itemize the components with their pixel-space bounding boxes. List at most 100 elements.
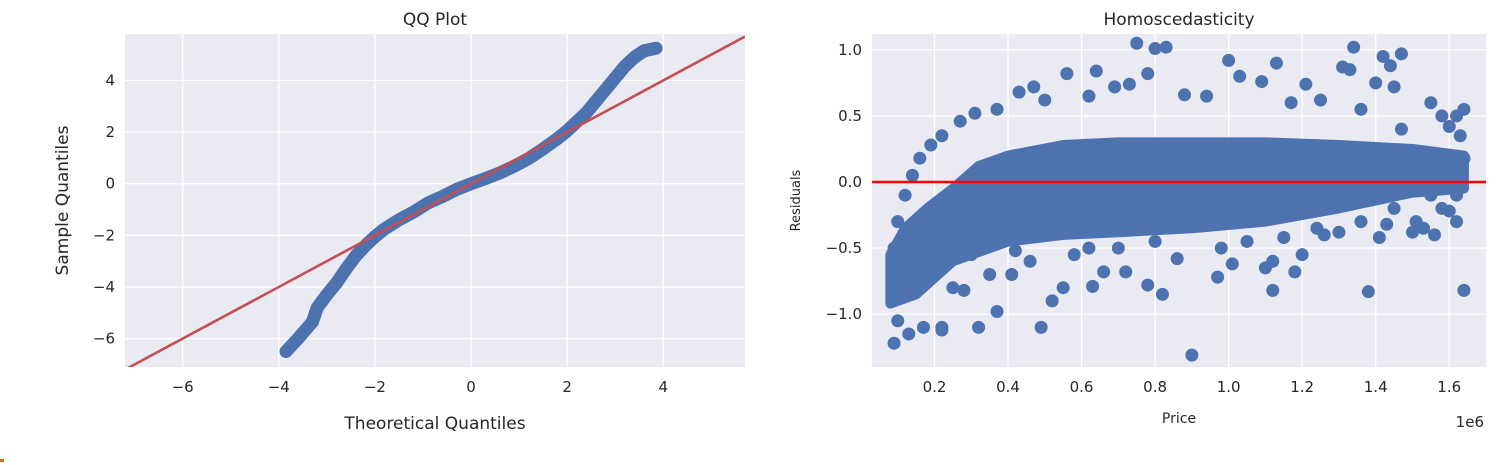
residual-point [1269,56,1283,70]
residual-point [1185,348,1199,362]
y-tick-label: 0.0 [838,173,862,191]
residual-point [887,336,901,350]
residual-point [1222,53,1236,67]
residual-point [1148,234,1162,248]
residual-point [990,102,1004,116]
residual-point [1005,268,1019,281]
residual-point [1450,188,1464,202]
residual-point [953,114,967,128]
y-axis-label: Sample Quantiles [53,125,73,275]
residual-point [1148,42,1162,56]
residual-point [905,168,919,182]
residual-point [1332,225,1346,239]
qq-plot-panel: −6 −4 −2 0 2 4 −6 −4 −2 0 2 4 QQ Plot Theoretical Qua… [53,10,745,434]
chart-title: Homoscedasticity [1103,10,1254,30]
x-tick-label: 0.4 [996,378,1020,396]
residual-point [1288,265,1302,279]
y-tick-label: −0.5 [826,239,862,257]
residual-point [1387,80,1401,94]
residual-point [1442,120,1456,133]
x-axis-label: Price [1162,411,1196,427]
residual-point [1424,96,1438,110]
residual-point [1453,129,1467,143]
residual-point [1424,188,1438,202]
residual-point [1119,265,1133,279]
x-tick-label: 1.4 [1364,378,1388,396]
residual-point [1240,234,1254,248]
residual-point [1457,283,1471,297]
residual-point [1295,248,1309,262]
residual-point [887,241,901,255]
residual-point [1097,265,1111,279]
y-tick-label: 0 [105,175,115,193]
residual-point [1089,64,1103,78]
residual-point [1122,77,1136,91]
y-tick-label: 1.0 [838,41,862,59]
residual-point [1141,67,1155,81]
residual-point [1008,244,1022,258]
x-tick-label: 0.6 [1070,378,1094,396]
residual-point [1034,320,1048,334]
residual-point [935,320,949,334]
residual-point [935,129,949,143]
residual-point [1442,204,1456,218]
y-tick-label: 0.5 [838,107,862,125]
residual-point [1409,215,1423,229]
residual-point [1012,85,1026,99]
x-tick-label: 2 [562,378,572,396]
qq-sample-point [649,41,663,55]
residual-point [891,215,905,229]
x-tick-label: 4 [659,378,669,396]
residual-point [1155,287,1169,301]
plot-content [127,35,745,367]
residual-point [1376,49,1390,63]
residual-point [1045,294,1059,308]
residual-point [1428,228,1442,242]
residual-point [1130,36,1144,50]
residual-point [1178,88,1192,102]
residual-point [1277,231,1291,244]
residual-point [990,305,1004,318]
residual-point [928,241,942,255]
x-tick-label: 1.2 [1290,378,1314,396]
residual-point [1200,89,1214,103]
residual-point [894,287,908,301]
residual-point [1310,221,1324,235]
residual-point [1457,151,1471,165]
x-tick-label: 1.6 [1437,378,1461,396]
residual-point [1387,201,1401,215]
y-tick-label: −1.0 [826,305,862,323]
residual-point [1111,241,1125,255]
residual-point [1394,47,1408,61]
residual-point [1067,248,1081,262]
x-tick-label: 1.0 [1217,378,1241,396]
residual-point [905,261,919,275]
residual-point [913,151,927,165]
residual-point [1442,162,1456,176]
residual-point [1343,63,1357,77]
y-tick-label: 2 [105,123,115,141]
residual-point [1394,122,1408,136]
x-tick-label: −4 [268,378,290,396]
y-axis-label: Residuals [789,169,804,231]
residual-point [968,106,982,120]
residual-point [957,283,971,297]
chart-title: QQ Plot [403,10,468,30]
residual-point [1354,102,1368,116]
residual-point [1299,77,1313,91]
residual-point [972,320,986,334]
residual-point [1082,89,1096,103]
residual-point [916,320,930,334]
residual-point [1027,80,1041,94]
residual-point [891,314,905,328]
residual-point [964,248,978,262]
residual-point [1284,96,1298,110]
x-tick-label: 0 [466,378,476,396]
residual-point [1060,67,1074,81]
residual-point [1086,279,1100,293]
residual-point [983,268,997,281]
residual-point [1314,93,1328,107]
residual-point [1347,40,1361,54]
